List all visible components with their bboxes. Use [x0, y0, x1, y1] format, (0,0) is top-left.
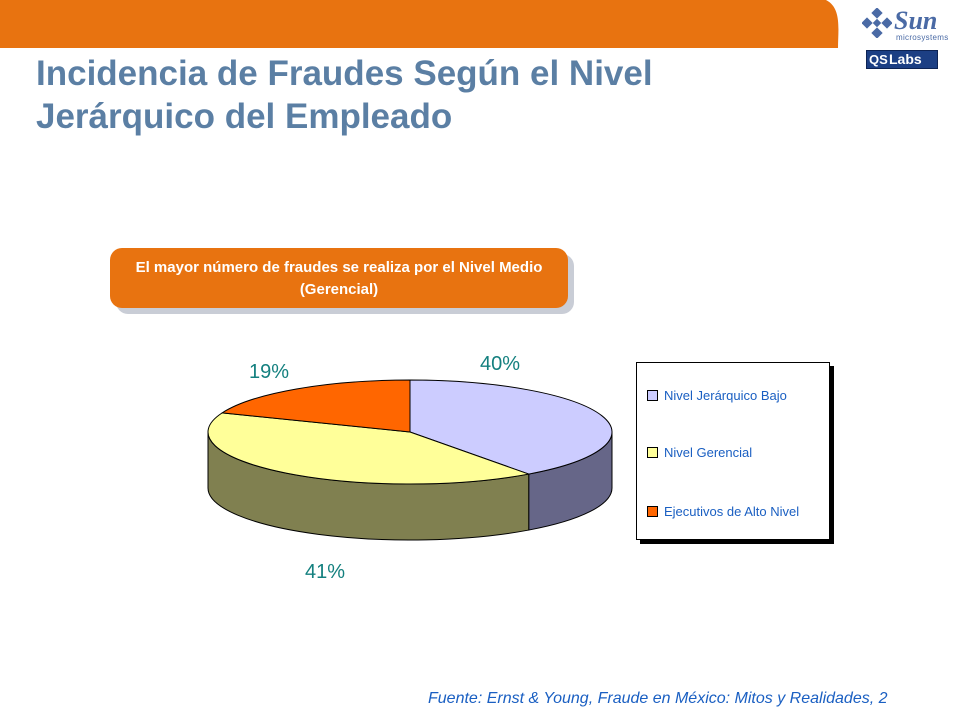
pie-slice-1: [409, 379, 613, 475]
pie-slice-label-1: 40%: [480, 353, 520, 375]
sun-logo-subtitle: microsystems: [896, 33, 949, 42]
callout-box: El mayor número de fraudes se realiza po…: [110, 248, 568, 308]
legend-label-1: Nivel Jerárquico Bajo: [664, 387, 787, 403]
legend-label-2: Nivel Gerencial: [664, 444, 753, 460]
sun-diamond-icon: [862, 8, 892, 38]
pie-slice-label-3: 19%: [249, 361, 289, 383]
pie-slice-2: [207, 412, 531, 485]
top-banner: [0, 0, 839, 48]
chart-legend: Nivel Jerárquico Bajo Nivel Gerencial Ejec…: [636, 362, 830, 540]
qs-logo-text: QS: [869, 52, 888, 67]
slide-title: Incidencia de Fraudes Según el Nivel Jer…: [36, 52, 836, 138]
legend-item-1: Nivel Jerárquico Bajo: [647, 387, 787, 403]
legend-swatch-2: [647, 446, 658, 458]
legend-swatch-3: [647, 505, 658, 517]
slide-title-line-1: Incidencia de Fraudes Según el Nivel: [36, 54, 653, 93]
legend-item-2: Nivel Gerencial: [647, 444, 752, 460]
sun-microsystems-logo: Sun microsystems: [862, 6, 948, 42]
labs-logo-text: Labs: [889, 51, 922, 67]
pie-slice-3: [220, 379, 411, 433]
pie-slice-label-2: 41%: [305, 561, 345, 583]
legend-label-3: Ejecutivos de Alto Nivel: [664, 503, 800, 519]
qs-labs-logo: QS Labs: [866, 50, 938, 69]
slide-title-line-2: Jerárquico del Empleado: [36, 97, 453, 136]
pie-chart: 40% 41% 19%: [207, 353, 613, 583]
sun-logo-word: Sun: [894, 6, 938, 35]
legend-item-3: Ejecutivos de Alto Nivel: [647, 503, 799, 519]
source-note: Fuente: Ernst & Young, Fraude en México:…: [428, 690, 888, 707]
legend-swatch-1: [647, 389, 658, 401]
